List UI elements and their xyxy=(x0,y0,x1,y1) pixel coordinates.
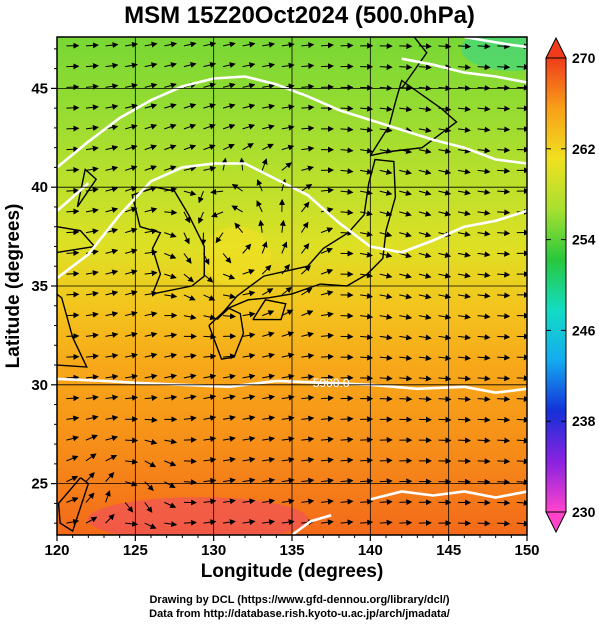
colorbar-ticks: 230 238 246 254 262 270 xyxy=(546,50,596,520)
plot-area: 5900.0 xyxy=(56,36,528,536)
y-tick-label: 35 xyxy=(31,278,48,295)
y-tick-label: 40 xyxy=(31,179,48,196)
colorbar-tick-label: 270 xyxy=(572,50,596,66)
colorbar-top-extension xyxy=(545,36,567,59)
contour-label: 5900.0 xyxy=(313,376,350,390)
colorbar-tick-label: 230 xyxy=(572,504,596,520)
x-tick-label: 145 xyxy=(436,542,461,559)
x-tick-label: 130 xyxy=(201,542,226,559)
contour-5950b xyxy=(291,513,332,535)
colorbar-tick-label: 238 xyxy=(572,413,596,429)
x-tick-label: 140 xyxy=(358,542,383,559)
contour-5880 xyxy=(57,182,90,212)
credit-drawing: Drawing by DCL (https://www.gfd-dennou.o… xyxy=(149,594,450,606)
x-tick-label: 120 xyxy=(44,542,69,559)
colorbar: 230 238 246 254 262 270 xyxy=(545,36,596,534)
credit-data-source: Data from http://database.rish.kyoto-u.a… xyxy=(149,608,450,620)
grid-lines xyxy=(57,37,527,535)
colorbar-tick-label: 254 xyxy=(572,232,596,248)
contour-5640 xyxy=(464,37,527,49)
x-axis-label: Longitude (degrees) xyxy=(201,561,384,582)
contour-5700a xyxy=(401,57,527,84)
x-tick-label: 150 xyxy=(514,542,539,559)
contour-5900 xyxy=(57,377,527,395)
colorbar-tick-label: 262 xyxy=(572,141,596,157)
colorbar-gradient xyxy=(545,57,567,513)
colorbar-bottom-extension xyxy=(545,511,567,534)
x-tick-label: 135 xyxy=(279,542,304,559)
y-axis-label: Latitude (degrees) xyxy=(3,204,24,369)
chart-title: MSM 15Z20Oct2024 (500.0hPa) xyxy=(124,2,475,29)
contour-labels: 5900.0 xyxy=(313,376,350,390)
colorbar-tick-label: 246 xyxy=(572,322,596,338)
x-axis-ticks: 120 125 130 135 140 145 150 xyxy=(44,535,540,559)
x-tick-label: 125 xyxy=(123,542,148,559)
y-tick-label: 25 xyxy=(31,476,48,493)
y-tick-label: 30 xyxy=(31,377,48,394)
y-tick-label: 45 xyxy=(31,80,48,97)
y-axis-ticks: 25 30 35 40 45 xyxy=(31,48,57,524)
